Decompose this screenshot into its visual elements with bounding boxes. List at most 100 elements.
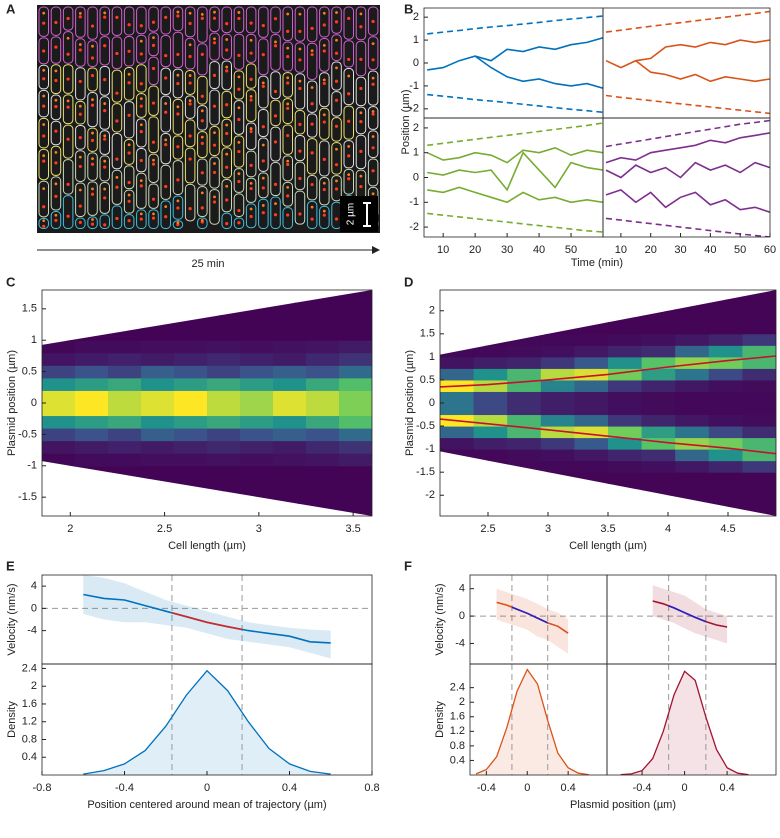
plasmid-spot [334,187,339,191]
heatmap-cell [675,506,710,516]
heatmap-cell [742,460,776,473]
y-tick-label: -0.5 [18,428,37,440]
cell-outline [111,6,123,36]
heatmap-cell [75,478,109,492]
plasmid-spot [225,123,229,127]
plasmid-spot [213,37,216,41]
plasmid-spot [212,16,217,20]
plasmid-spot [127,113,131,117]
heatmap-cell [540,472,575,485]
heatmap-cell [141,403,175,417]
heatmap-cell [240,503,274,516]
heatmap-cell [75,403,109,417]
cell-outline [221,147,232,179]
heatmap-cell [574,310,609,323]
cell-outline [148,209,159,230]
heatmap-cell [507,460,542,473]
plasmid-spot [322,187,326,192]
heatmap-cell [641,460,676,473]
plasmid-spot [237,75,241,79]
plasmid-spot [371,169,375,173]
plasmid-spot [151,20,156,24]
plasmid-spot [249,186,253,191]
y-tick-label: 2.4 [450,682,465,694]
heatmap-cell [207,490,241,504]
plasmid-spot [42,205,46,209]
x-tick-label: 40 [533,244,545,256]
cell-outline [258,198,269,229]
plasmid-spot [237,106,241,110]
heatmap-cell [708,426,743,439]
y-axis-label: Position (µm) [400,89,412,154]
heatmap-cell [273,428,307,442]
heatmap-cell [742,472,776,485]
heatmap-cell [42,290,76,304]
heatmap-cell [306,365,340,379]
line [605,94,770,115]
heatmap-cell [174,465,208,479]
heatmap-cell [141,440,175,454]
plasmid-spot [115,119,119,123]
heatmap-cell [108,490,142,504]
cell-outline [38,148,49,181]
x-tick-label: 60 [764,244,776,256]
plasmid-spot [237,149,241,154]
plasmid-spot [42,11,46,15]
plasmid-spot [42,104,46,108]
heatmap-cell [240,415,274,429]
heatmap-cell [141,478,175,492]
y-tick-label: 1.2 [450,725,465,737]
plasmid-spot [286,81,290,85]
heatmap-cell [708,449,743,462]
heatmap-cell [240,490,274,504]
plasmid-spot [359,25,363,29]
plasmid-spot [225,222,229,226]
cell-outline [306,138,318,175]
plasmid-spot [139,104,143,108]
cell-outline [123,67,135,101]
heatmap-cell [608,437,643,450]
cell-outline [123,214,135,229]
cell-outline [367,130,379,158]
cell-outline [160,200,171,230]
plasmid-spot [103,44,107,48]
plasmid-spot [286,12,290,16]
heatmap-cell [273,503,307,516]
y-tick-label: -1 [409,80,419,92]
cell-outline [99,130,110,155]
plasmid-spot [42,21,46,25]
plasmid-spot [212,104,217,108]
plasmid-spot [54,69,58,73]
plasmid-spot [54,78,58,83]
cell-outline [87,40,98,67]
axes-frame [423,7,604,119]
plasmid-spot [127,151,131,155]
y-tick-label: 0 [31,602,37,614]
cell-outline [99,96,110,130]
heatmap-cell [108,302,142,316]
cell-outline [87,6,98,40]
plasmid-spot [152,36,155,40]
heatmap-cell [540,437,575,450]
cell-outline [355,134,367,170]
heatmap-cell [473,345,508,358]
heatmap-cell [440,495,475,508]
plasmid-spot [176,14,180,18]
plasmid-spot [54,218,58,222]
plasmid-spot [78,104,82,108]
cell-outline [306,113,318,138]
heatmap-cell [708,483,743,496]
heatmap-cell [440,322,475,335]
line [605,188,770,213]
cell-outline [87,127,98,152]
heatmap-cell [641,403,676,416]
y-tick-label: -2 [409,221,419,233]
x-tick-label: 30 [674,244,686,256]
cell-outline [38,89,49,118]
cell-outline [50,64,62,95]
line [427,15,603,35]
cell-outline [355,76,367,107]
heatmap-cell [174,440,208,454]
heatmap-cell [708,414,743,427]
plasmid-spot [115,51,119,56]
